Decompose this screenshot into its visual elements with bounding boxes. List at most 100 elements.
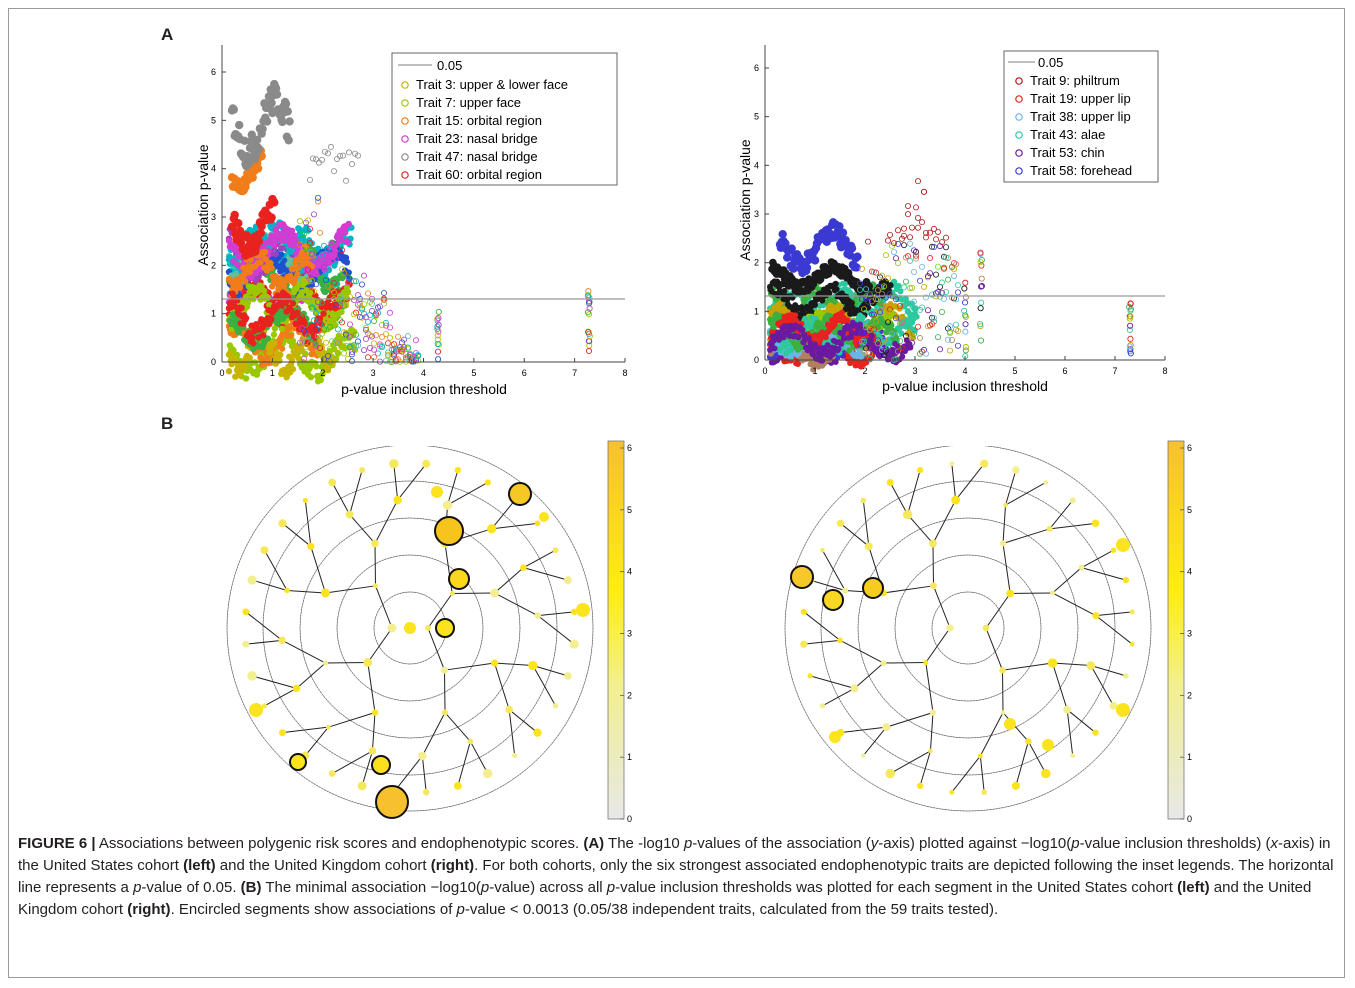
colorbar-tick: 4 [627,567,632,577]
colorbar-tick: 1 [627,752,632,762]
segment-node [302,497,308,503]
data-point [267,213,276,222]
data-point [1126,303,1133,310]
edge [331,750,373,774]
segment-node [930,582,937,590]
data-point [795,333,802,340]
data-point [867,291,874,298]
data-point [907,240,914,247]
segment-node [1047,658,1058,668]
edge [361,750,373,787]
data-point [272,90,282,99]
legend-label: Trait 58: forehead [1030,163,1132,178]
colorbar-tick: 5 [1187,505,1192,515]
data-point [893,342,900,349]
data-point [380,289,387,296]
data-point [289,266,297,273]
data-point [339,152,346,159]
data-point [314,194,321,201]
data-point [977,249,984,256]
y-axis-label-right: Association p-value [737,139,753,261]
edge [925,627,951,663]
ring [299,517,521,739]
data-point [298,249,306,257]
edge [421,712,446,757]
data-point [352,278,359,285]
data-point [911,315,917,322]
data-point [874,345,881,352]
edge [325,585,376,594]
edge [1090,665,1127,677]
data-point [923,229,930,236]
segment-node [1006,589,1015,598]
data-point [314,198,321,205]
data-point [324,263,331,270]
edge [1052,567,1082,594]
segment-node [928,748,933,754]
data-point [258,124,267,134]
data-point [312,326,319,333]
segment-node [1091,519,1100,528]
data-point [318,299,325,306]
data-point [378,333,385,340]
segment-node [247,671,257,681]
data-point [341,229,349,236]
colorbar-tick: 1 [1187,752,1192,762]
x-axis-label-left: p-value inclusion threshold [341,381,507,397]
data-point [887,282,894,289]
data-point [328,338,335,345]
data-point [865,282,873,291]
segment-node [368,747,377,755]
data-point [840,298,847,305]
x-tick-label: 4 [962,366,967,376]
edge [532,665,556,707]
segment-node [278,729,286,737]
data-point [370,346,377,353]
y-tick-label: 0 [211,357,216,367]
data-point [955,342,962,349]
data-point [278,251,285,258]
x-tick-label: 0 [219,368,224,378]
data-point [229,290,236,297]
data-point [919,304,926,311]
edge [862,726,887,756]
data-point [895,282,902,289]
segment-node [999,666,1006,674]
edge [883,585,934,594]
data-point [257,259,264,266]
edge [907,469,921,515]
legend-label: Trait 47: nasal bridge [416,149,538,164]
data-point [270,331,278,338]
segment-node [850,684,859,693]
edge [889,482,909,515]
data-point [284,136,293,145]
data-point [783,253,792,262]
data-point [238,304,245,312]
legend-label: Trait 9: philtrum [1030,73,1120,88]
data-point [336,292,343,299]
edge [840,726,887,734]
data-point [1127,335,1134,342]
segment-node-highlight [435,618,455,638]
data-point [895,227,902,234]
data-point [298,347,306,354]
data-point [891,328,898,335]
data-point [235,120,244,130]
data-point [889,309,896,316]
data-point [294,271,301,278]
edge [1002,662,1053,671]
data-point [897,288,904,295]
data-point [873,318,880,325]
data-point [799,326,806,333]
data-point [364,290,371,297]
data-point [877,309,884,316]
segment-node [442,500,453,510]
ring [336,554,484,702]
data-point [351,150,358,157]
data-point [358,281,365,288]
data-point [370,318,377,325]
edge [375,585,393,629]
segment-node [564,672,572,680]
data-point [929,243,936,250]
